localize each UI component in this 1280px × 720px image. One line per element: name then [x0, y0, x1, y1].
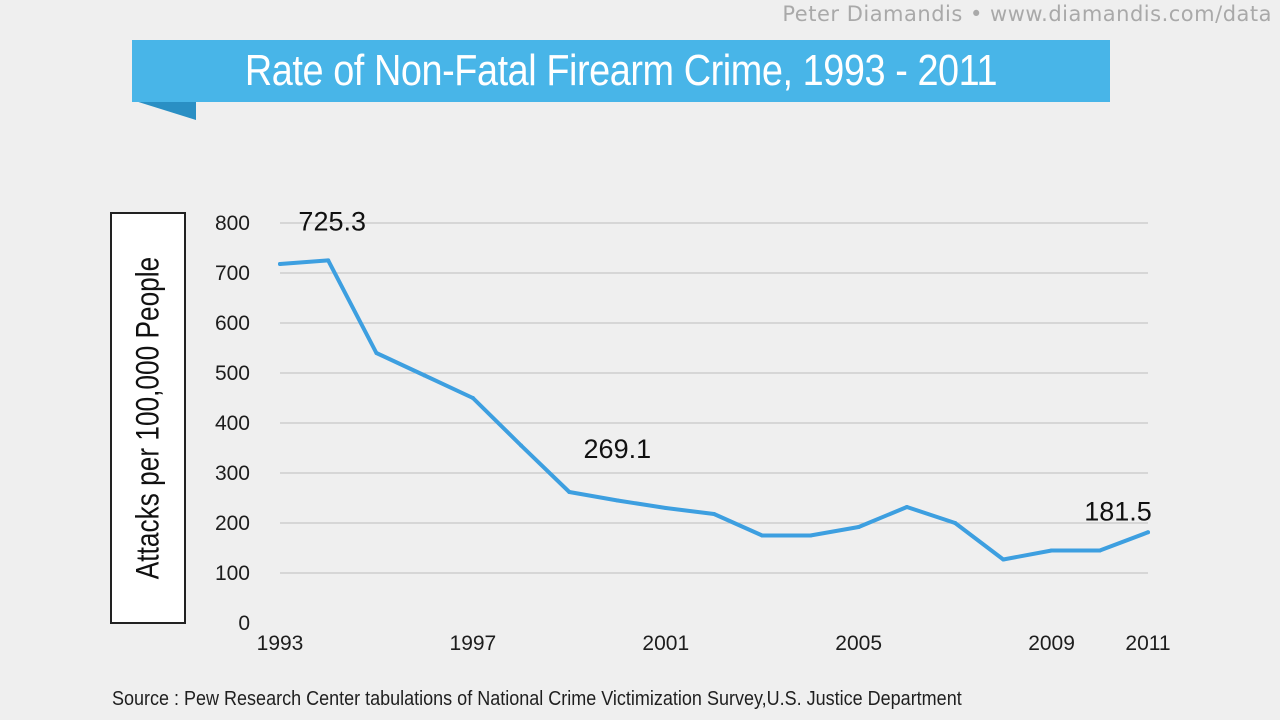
data-point-1995 [374, 351, 379, 355]
data-point-1999 [567, 490, 572, 494]
data-point-2006 [904, 505, 909, 509]
attribution-text: Peter Diamandis • www.diamandis.com/data [782, 2, 1272, 26]
data-point-1993 [278, 262, 282, 266]
y-tick-label-300: 300 [215, 462, 250, 485]
title-banner-fold [132, 100, 196, 120]
y-tick-label-700: 700 [215, 262, 250, 285]
x-tick-label-2009: 2009 [1028, 632, 1075, 655]
y-tick-label-0: 0 [238, 612, 250, 635]
series-layer [278, 258, 1150, 562]
x-tick-label-2011: 2011 [1125, 632, 1170, 655]
data-point-2011 [1146, 530, 1150, 535]
title-banner: Rate of Non-Fatal Firearm Crime, 1993 - … [132, 40, 1110, 102]
data-point-1998 [519, 443, 524, 448]
x-tick-label-1993: 1993 [257, 632, 304, 655]
data-label-1994: 725.3 [298, 206, 366, 236]
data-point-2008 [1001, 557, 1006, 562]
data-point-1996 [422, 373, 427, 378]
y-tick-label-600: 600 [215, 312, 250, 335]
data-label-1999: 269.1 [584, 434, 652, 464]
data-point-2004 [808, 533, 813, 538]
data-point-2001 [663, 506, 668, 510]
source-note: Source : Pew Research Center tabulations… [112, 688, 962, 710]
y-tick-label-500: 500 [215, 362, 250, 385]
data-point-2000 [615, 498, 620, 503]
data-point-1997 [470, 396, 475, 400]
y-tick-label-100: 100 [215, 562, 250, 585]
data-point-2003 [760, 533, 765, 538]
x-tick-labels: 1993 1997 2001 2005 2009 2011 [257, 632, 1171, 655]
data-point-2002 [712, 512, 716, 516]
y-axis-label-box: Attacks per 100,000 People [110, 212, 186, 624]
y-tick-labels: 0 100 200 300 400 500 600 700 800 [215, 212, 250, 635]
data-point-2010 [1097, 548, 1102, 553]
x-tick-label-2005: 2005 [835, 632, 882, 655]
x-tick-label-2001: 2001 [642, 632, 689, 655]
x-tick-label-1997: 1997 [450, 632, 497, 655]
data-point-1994 [326, 258, 331, 263]
y-tick-label-800: 800 [215, 212, 250, 235]
data-label-2011: 181.5 [1084, 496, 1152, 526]
chart-title: Rate of Non-Fatal Firearm Crime, 1993 - … [244, 46, 998, 95]
grid-lines [280, 222, 1148, 574]
data-labels: 725.3 269.1 181.5 [298, 206, 1151, 526]
data-point-2007 [953, 521, 958, 525]
y-tick-label-400: 400 [215, 412, 250, 435]
data-point-2009 [1049, 548, 1054, 553]
y-tick-label-200: 200 [215, 512, 250, 535]
data-point-2005 [856, 525, 861, 529]
